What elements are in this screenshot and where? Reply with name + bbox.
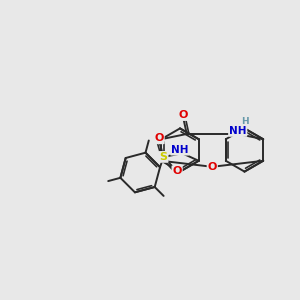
Text: O: O bbox=[178, 110, 188, 120]
Text: O: O bbox=[172, 166, 182, 176]
Text: NH: NH bbox=[229, 126, 247, 136]
Text: H: H bbox=[242, 117, 249, 126]
Text: O: O bbox=[208, 162, 217, 172]
Text: NH: NH bbox=[171, 145, 189, 155]
Text: O: O bbox=[154, 133, 164, 143]
Text: S: S bbox=[160, 152, 168, 162]
